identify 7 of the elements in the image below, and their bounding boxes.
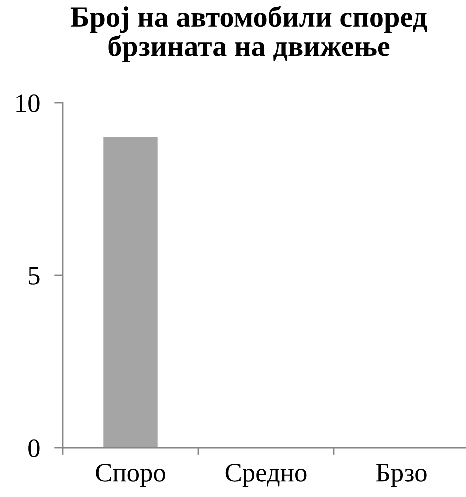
x-tick-label: Средно	[226, 464, 307, 488]
y-tick-label: 0	[28, 440, 40, 458]
x-tick-label: Брзо	[376, 464, 427, 488]
x-tick-label: Споро	[96, 464, 166, 488]
y-tick-label: 5	[29, 267, 40, 285]
chart-title: Број на автомобили според брзината на движење	[70, 6, 428, 62]
y-tick-label: 10	[16, 94, 40, 112]
